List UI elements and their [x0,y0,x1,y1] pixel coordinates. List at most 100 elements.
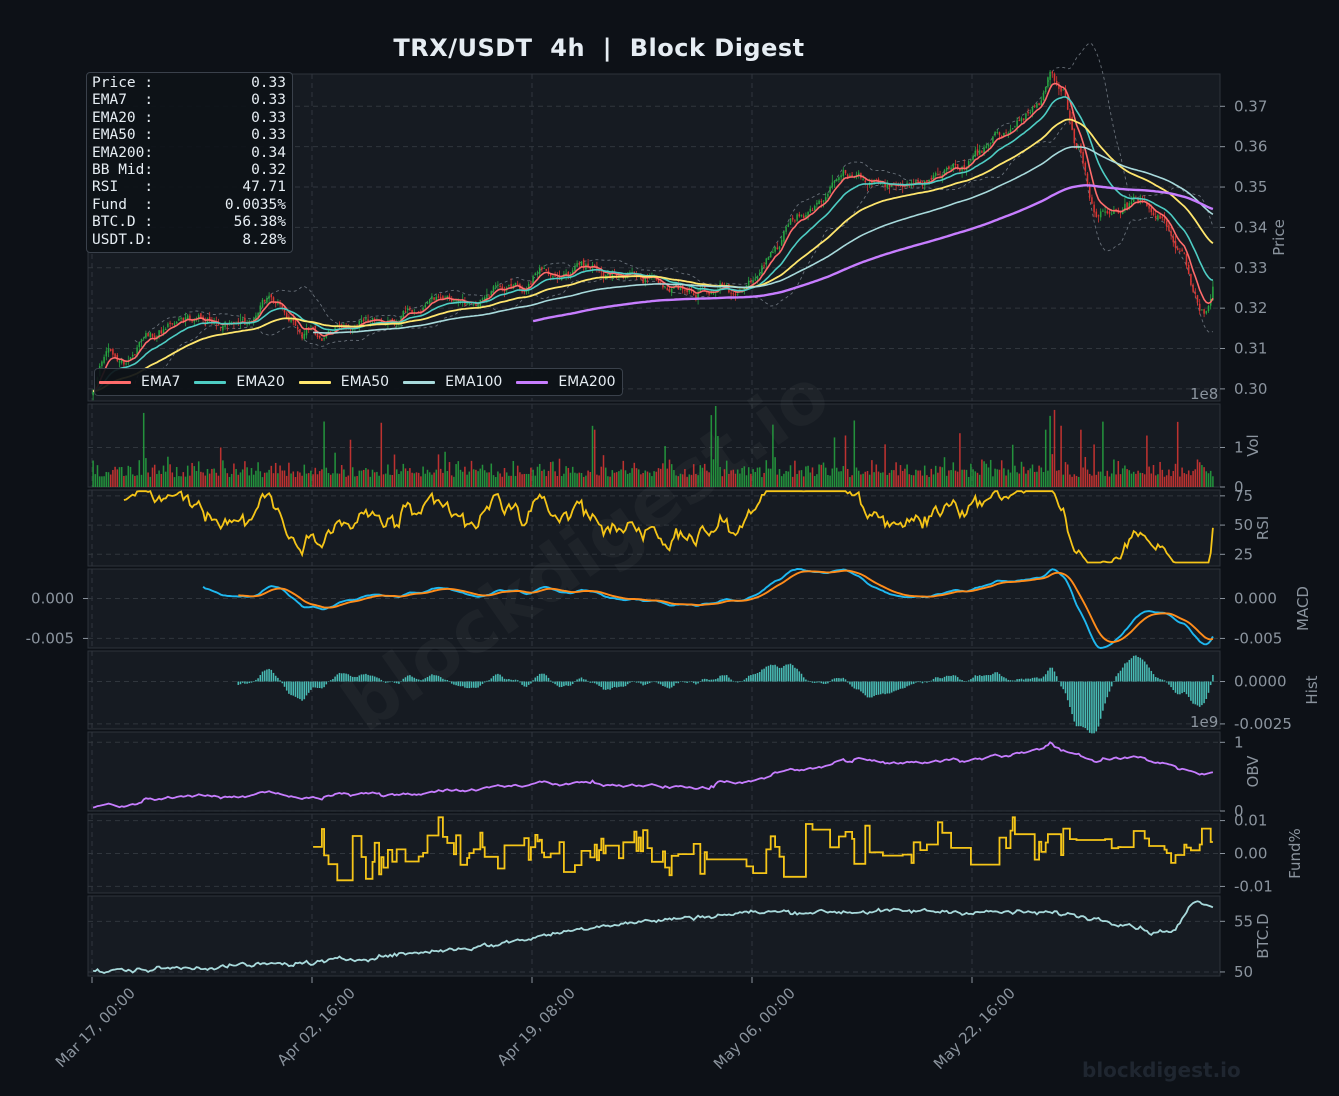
macd-histogram-bar [1176,681,1179,695]
macd-histogram-bar [758,671,761,682]
volume-bar [932,474,935,487]
info-label: EMA200: [92,144,154,161]
volume-bar [1036,471,1038,487]
candle-body [1003,132,1005,137]
macd-histogram-bar [789,663,792,682]
macd-histogram-bar [734,681,737,683]
macd-histogram-bar [338,672,341,682]
volume-bar [818,464,820,487]
candle-body [244,317,246,325]
candle-body [101,361,103,367]
price-legend: EMA7 EMA20 EMA50 EMA100 EMA200 [94,368,623,396]
volume-bar [756,467,759,487]
macd-histogram-bar [446,680,449,682]
candle-body [943,169,946,175]
macd-left-tick-label: 0.000 [31,590,74,608]
candle-body [1148,205,1150,209]
candle-body [1093,204,1095,213]
volume-bar [521,474,523,487]
candle-body [274,302,277,304]
volume-bar [998,469,1001,487]
macd-histogram-bar [719,675,721,682]
candle-body [992,136,994,144]
candle-body [160,330,163,334]
hist-panel [87,650,1221,730]
volume-bar [536,466,539,487]
volume-bar [1091,475,1093,487]
candle-body [1000,136,1003,138]
volume-bar [131,474,134,487]
volume-bar [930,468,933,487]
macd-histogram-bar [985,675,988,682]
volume-bar [116,469,119,487]
volume-bar [835,467,838,487]
legend-swatch [194,380,227,384]
macd-histogram-bar [1084,681,1087,729]
macd-histogram-bar [448,681,451,683]
volume-bar [316,474,319,487]
volume-bar [1049,415,1051,487]
volume-bar [780,476,783,487]
volume-bar [552,461,554,487]
macd-histogram-bar [928,681,930,682]
candle-body [129,357,132,360]
volume-bar [745,475,748,487]
candle-body [1154,215,1157,219]
candle-body [1194,292,1197,294]
candle-body [655,277,658,280]
volume-bar [303,464,306,487]
volume-bar [1170,476,1172,487]
volume-bar [750,473,752,487]
candle-body [699,289,702,293]
candle-body [1110,213,1113,215]
volume-bar [787,471,790,487]
volume-bar [417,472,420,487]
candle-body [173,323,176,325]
volume-bar [98,476,101,487]
macd-histogram-bar [468,681,471,689]
volume-bar [409,468,411,487]
macd-histogram-bar [263,670,266,682]
candle-body [175,321,178,324]
volume-bar [1025,473,1027,487]
candle-body [950,167,952,170]
volume-bar [842,466,845,487]
candle-body [448,295,451,300]
legend-swatch [298,380,331,384]
macd-histogram-bar [1091,681,1093,734]
volume-bar [556,476,559,487]
btc-dominance-line [92,900,1214,974]
candle-body [996,132,999,134]
volume-bar [831,468,834,487]
macd-histogram-bar [444,679,446,682]
info-label: RSI : [92,179,154,196]
candle-body [263,299,266,302]
macd-histogram-bar [831,679,834,682]
macd-histogram-bar [653,681,655,683]
price-tick-label: 0.31 [1234,340,1267,358]
volume-bar [365,468,367,487]
candle-body [435,296,438,302]
candle-body [1165,221,1168,227]
macd-histogram-bar [871,681,873,698]
macd-histogram-bar [246,681,248,684]
candle-body [508,284,510,286]
volume-bar [593,429,596,487]
volume-bar [827,474,829,487]
volume-bar [369,476,372,487]
price-tick-label: 0.36 [1234,138,1267,156]
volume-bar [169,464,171,487]
macd-histogram-bar [710,679,713,682]
candle-body [675,283,677,288]
volume-bar [906,464,908,487]
rsi-tick-label: 75 [1234,487,1253,505]
macd-left-tick-label: -0.005 [26,629,74,647]
macd-histogram-bar [767,665,770,682]
macd-histogram-bar [442,678,444,682]
volume-bar [1053,409,1056,487]
volume-bar [1132,471,1135,487]
macd-histogram-bar [910,681,913,685]
candle-body [679,285,682,291]
volume-bar [151,467,154,487]
candle-body [360,320,363,323]
